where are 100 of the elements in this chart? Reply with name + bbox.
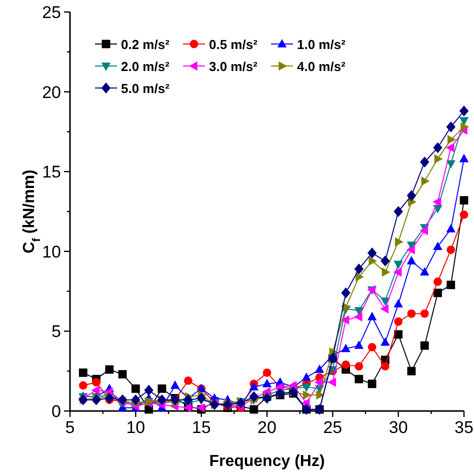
point — [354, 312, 362, 322]
point — [406, 245, 415, 254]
x-tick-label: 35 — [454, 418, 474, 437]
point — [144, 384, 154, 396]
point — [105, 365, 114, 374]
point — [78, 381, 88, 390]
legend-label: 1.0 m/s² — [297, 37, 346, 52]
point — [393, 268, 402, 277]
point — [170, 380, 180, 389]
point — [196, 392, 206, 404]
point — [92, 378, 100, 386]
legend-label: 2.0 m/s² — [121, 59, 170, 74]
point — [460, 210, 468, 219]
point — [250, 405, 258, 414]
y-tick-label: 10 — [42, 242, 61, 262]
point — [420, 156, 430, 168]
point — [380, 337, 390, 346]
point — [78, 368, 88, 377]
point — [118, 394, 128, 406]
point — [367, 312, 377, 320]
point — [446, 143, 454, 152]
point — [446, 224, 456, 232]
point — [354, 374, 364, 384]
point — [460, 122, 470, 132]
point — [354, 362, 364, 371]
x-tick-label: 30 — [388, 418, 408, 437]
point — [356, 272, 364, 282]
point — [432, 197, 442, 207]
y-tick-label: 5 — [52, 322, 61, 342]
point — [262, 368, 272, 377]
point — [406, 256, 416, 264]
point — [342, 360, 350, 369]
point — [382, 268, 390, 277]
legend-label: 5.0 m/s² — [121, 81, 170, 96]
x-tick-label: 15 — [192, 418, 211, 437]
point — [158, 384, 166, 393]
point — [460, 196, 468, 205]
point — [314, 364, 324, 373]
point — [249, 382, 258, 390]
point — [446, 246, 456, 254]
point — [420, 267, 430, 276]
legend-label: 4.0 m/s² — [297, 59, 346, 74]
point — [394, 317, 403, 326]
point — [301, 398, 310, 408]
point — [367, 248, 377, 258]
point — [459, 154, 469, 162]
point — [380, 304, 389, 314]
point — [249, 391, 258, 402]
point — [381, 362, 390, 371]
point — [131, 394, 140, 406]
point — [184, 376, 192, 385]
point — [406, 190, 416, 201]
point — [316, 390, 325, 400]
point — [354, 307, 364, 316]
point — [340, 315, 350, 325]
point — [446, 280, 456, 290]
point — [184, 394, 193, 406]
y-tick-label: 15 — [42, 162, 61, 182]
point — [434, 278, 442, 286]
point — [368, 380, 376, 388]
legend-label: 0.2 m/s² — [121, 37, 170, 52]
point — [421, 176, 430, 186]
point — [407, 366, 416, 376]
legend-label: 3.0 m/s² — [209, 59, 258, 74]
point — [433, 142, 442, 154]
point — [104, 392, 114, 404]
point — [420, 341, 429, 350]
point — [302, 384, 312, 392]
point — [303, 390, 312, 400]
point — [459, 105, 469, 116]
point — [354, 340, 364, 349]
point — [368, 342, 376, 352]
point — [434, 288, 442, 298]
point — [459, 117, 469, 126]
point — [341, 344, 350, 352]
y-tick-label: 25 — [42, 3, 61, 22]
legend-label: 0.5 m/s² — [209, 37, 258, 52]
point — [302, 372, 312, 381]
y-tick-label: 0 — [52, 402, 61, 421]
point — [91, 386, 100, 395]
point — [314, 378, 323, 387]
point — [131, 384, 140, 393]
point — [118, 370, 127, 378]
point — [407, 309, 416, 318]
point — [262, 392, 272, 404]
point — [420, 309, 429, 318]
point — [420, 226, 428, 236]
point — [394, 206, 403, 217]
point — [341, 287, 350, 298]
point — [368, 256, 378, 266]
x-tick-label: 25 — [323, 418, 342, 437]
point — [354, 263, 364, 274]
point — [394, 299, 403, 308]
point — [433, 242, 442, 250]
point — [394, 260, 403, 270]
y-tick-label: 20 — [42, 82, 61, 102]
x-tick-label: 20 — [258, 418, 276, 437]
point — [262, 378, 272, 388]
x-axis-title: Frequency (Hz) — [209, 453, 325, 470]
point — [380, 256, 390, 266]
